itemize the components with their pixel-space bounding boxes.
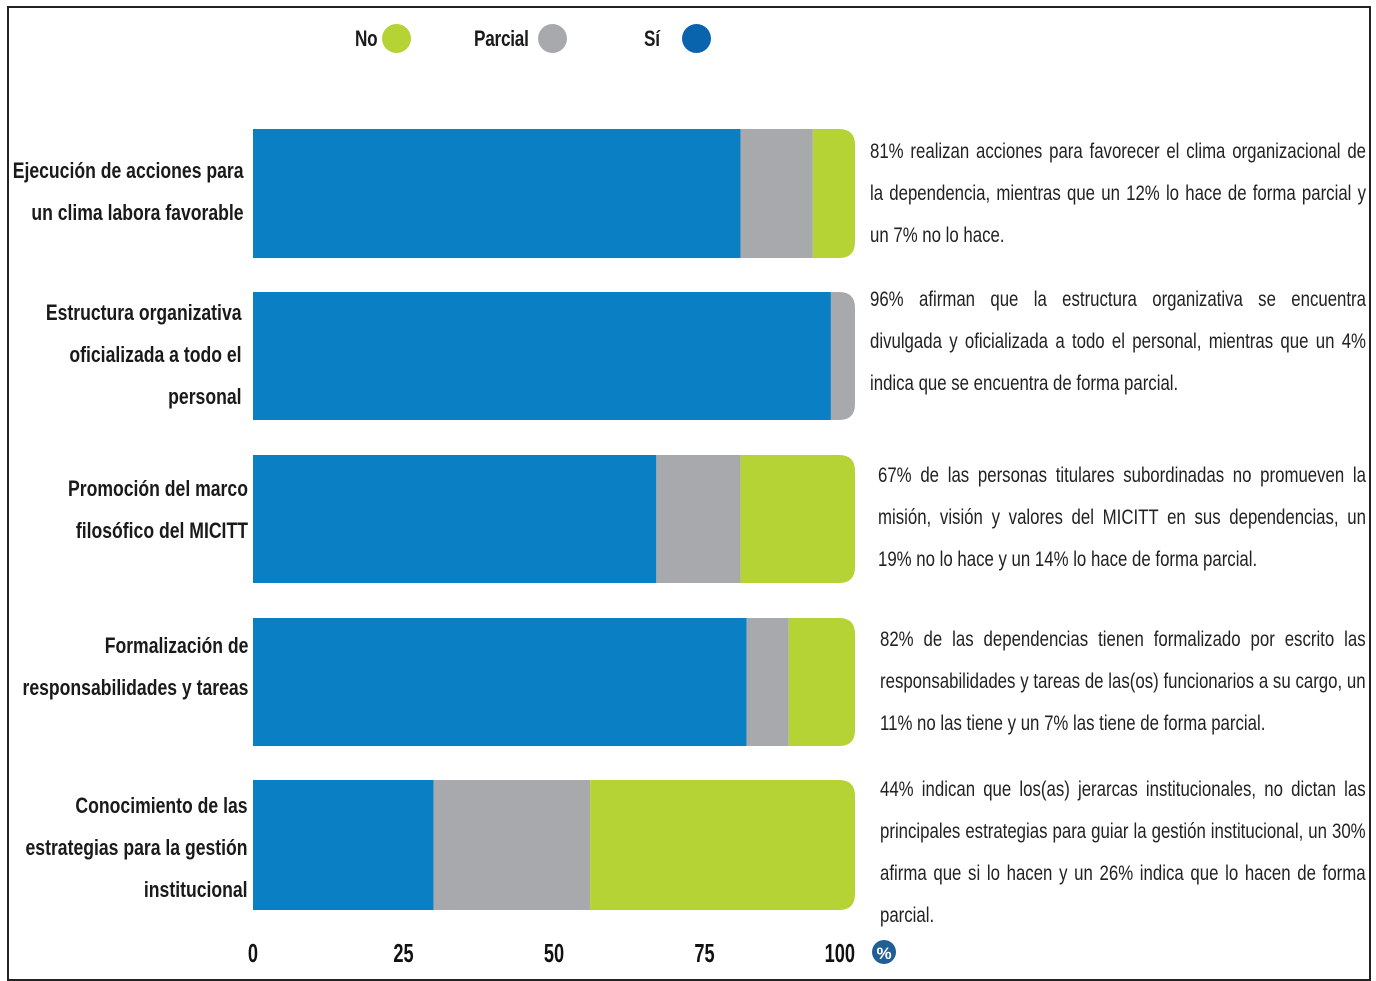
category-label-marco: Promoción del marco filosófico del MICIT… bbox=[68, 468, 248, 552]
bar-segment-si bbox=[253, 292, 831, 420]
description-marco: 67% de las personas titulares subordinad… bbox=[878, 455, 1376, 581]
category-label-formalizacion: Formalización de responsabilidades y tar… bbox=[22, 625, 248, 709]
bar-segment-parcial bbox=[746, 618, 789, 746]
category-label-line: Ejecución de acciones para bbox=[13, 158, 244, 183]
category-label-estructura: Estructura organizativa oficializada a t… bbox=[46, 292, 242, 418]
x-tick-label: 100 bbox=[825, 939, 855, 968]
legend-item-si: Sí bbox=[644, 24, 712, 53]
x-tick-label: 75 bbox=[694, 939, 714, 968]
description-text: 96% afirman que la estructura organizati… bbox=[870, 288, 1366, 395]
bar-segment-no bbox=[812, 129, 855, 258]
description-formalizacion: 82% de las dependencias tienen formaliza… bbox=[880, 619, 1376, 745]
legend-swatch-parcial bbox=[538, 24, 568, 53]
category-label-line: oficializada a todo el bbox=[69, 342, 242, 367]
bar-segment-si bbox=[253, 618, 747, 746]
bar-segment-parcial bbox=[433, 780, 591, 910]
category-label-line: institucional bbox=[144, 877, 248, 902]
bar-segment-parcial bbox=[656, 455, 741, 583]
x-tick-label: 25 bbox=[393, 939, 413, 968]
description-estrategias: 44% indican que los(as) jerarcas institu… bbox=[880, 769, 1376, 937]
description-estructura: 96% afirman que la estructura organizati… bbox=[870, 279, 1376, 405]
description-clima: 81% realizan acciones para favorecer el … bbox=[870, 131, 1376, 257]
category-label-line: Promoción del marco bbox=[68, 476, 248, 501]
x-unit-badge bbox=[872, 940, 896, 964]
x-tick-label: 50 bbox=[544, 939, 564, 968]
legend-swatch-si bbox=[682, 24, 712, 53]
x-tick-label: 0 bbox=[248, 939, 258, 968]
category-label-line: personal bbox=[168, 384, 242, 409]
legend-label-si: Sí bbox=[644, 25, 660, 51]
legend-label-parcial: Parcial bbox=[474, 25, 529, 51]
bar-segment-parcial bbox=[830, 292, 855, 420]
category-label-line: Conocimiento de las bbox=[75, 793, 248, 818]
bar-segment-no bbox=[788, 618, 855, 746]
description-text: 44% indican que los(as) jerarcas institu… bbox=[880, 778, 1366, 927]
bar-segment-si bbox=[253, 780, 434, 910]
category-label-line: responsabilidades y tareas bbox=[22, 675, 248, 700]
category-label-line: Formalización de bbox=[104, 633, 248, 658]
description-text: 81% realizan acciones para favorecer el … bbox=[870, 140, 1366, 247]
bar-segment-parcial bbox=[740, 129, 813, 258]
category-label-line: filosófico del MICITT bbox=[75, 518, 248, 543]
bar-segment-si bbox=[253, 455, 657, 583]
x-axis-unit-label: % bbox=[876, 944, 891, 963]
description-text: 67% de las personas titulares subordinad… bbox=[878, 464, 1366, 571]
category-label-clima: Ejecución de acciones para un clima labo… bbox=[13, 150, 244, 234]
category-label-estrategias: Conocimiento de las estrategias para la … bbox=[26, 785, 248, 911]
category-label-line: estrategias para la gestión bbox=[25, 835, 248, 860]
category-label-line: Estructura organizativa bbox=[46, 300, 242, 325]
bar-segment-si bbox=[253, 129, 741, 258]
description-text: 82% de las dependencias tienen formaliza… bbox=[880, 628, 1366, 735]
legend-swatch-no bbox=[381, 24, 411, 53]
legend-item-parcial: Parcial bbox=[474, 24, 568, 53]
legend-item-no: No bbox=[355, 24, 411, 53]
legend-label-no: No bbox=[355, 25, 378, 51]
bar-segment-no bbox=[740, 455, 855, 583]
category-label-line: un clima labora favorable bbox=[31, 200, 244, 225]
bar-segment-no bbox=[590, 780, 855, 910]
